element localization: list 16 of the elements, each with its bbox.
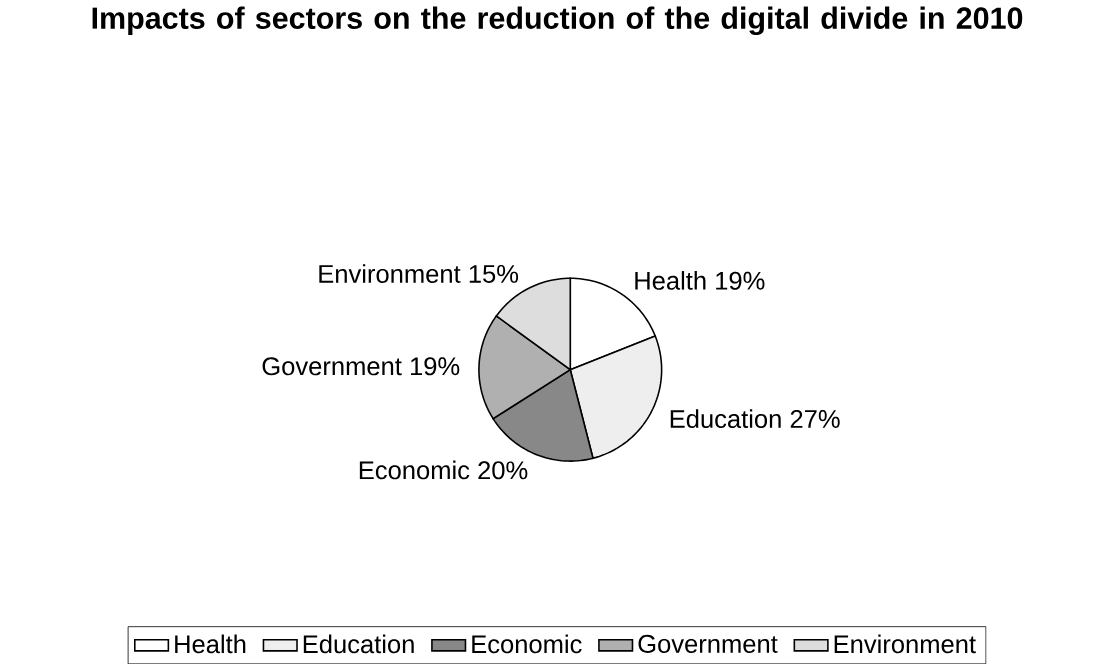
slice-label: Environment bbox=[319, 264, 461, 283]
data-label: 19% bbox=[410, 357, 460, 376]
chart-title: Impacts of sectors on the reduction of the digital divide in 2010 bbox=[92, 6, 1023, 35]
data-label: 27% bbox=[790, 409, 840, 428]
slice-label: Government bbox=[262, 357, 402, 376]
legend-label: Health bbox=[175, 634, 246, 654]
slice-label: Education bbox=[670, 409, 781, 428]
slice-label: Economic bbox=[359, 460, 470, 480]
data-label: 20% bbox=[478, 461, 528, 480]
slice-label: Health bbox=[635, 270, 706, 290]
legend-label: Environment bbox=[834, 634, 976, 654]
data-label: 15% bbox=[469, 264, 519, 283]
legend-label: Education bbox=[303, 634, 414, 654]
data-label: 19% bbox=[716, 271, 765, 290]
legend-label: Economic bbox=[472, 634, 582, 654]
legend-label: Government bbox=[638, 634, 778, 653]
